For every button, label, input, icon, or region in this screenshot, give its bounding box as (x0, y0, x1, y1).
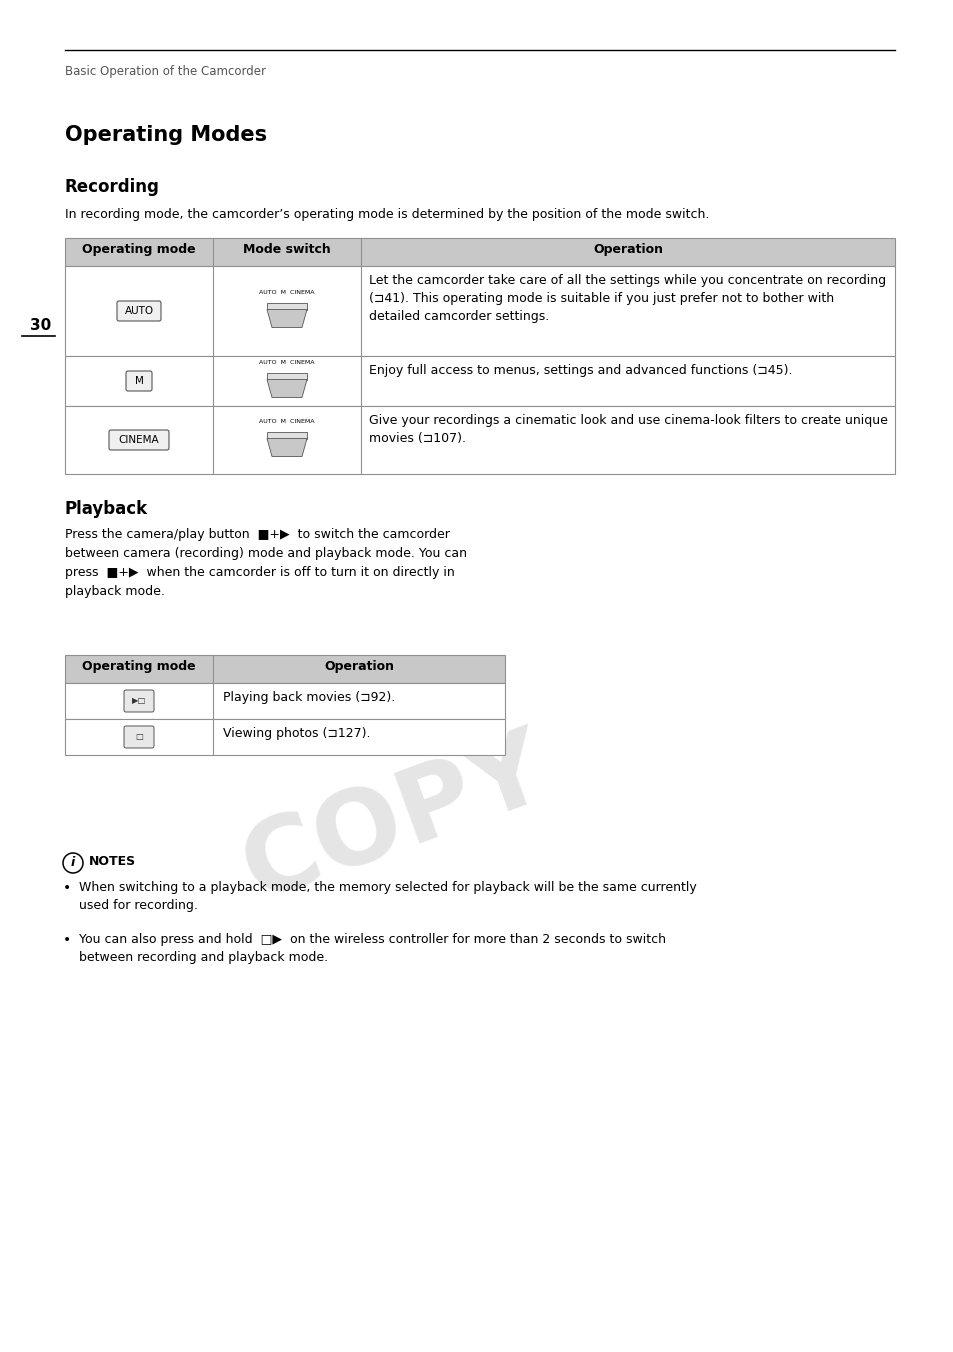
FancyBboxPatch shape (124, 690, 153, 713)
Text: NOTES: NOTES (89, 854, 136, 868)
Text: You can also press and hold  □▶  on the wireless controller for more than 2 seco: You can also press and hold □▶ on the wi… (79, 933, 665, 964)
Polygon shape (267, 310, 307, 327)
Text: 30: 30 (30, 318, 51, 333)
Bar (267, 303, 307, 310)
Text: AUTO  M  CINEMA: AUTO M CINEMA (259, 360, 314, 365)
Text: •: • (63, 882, 71, 895)
Text: M: M (134, 376, 143, 387)
Text: Operating mode: Operating mode (82, 660, 195, 673)
Text: Enjoy full access to menus, settings and advanced functions (⊐45).: Enjoy full access to menus, settings and… (369, 364, 792, 377)
Text: Mode switch: Mode switch (243, 243, 331, 256)
Text: Operation: Operation (324, 660, 394, 673)
Bar (65, 266, 894, 356)
Polygon shape (267, 380, 307, 397)
Text: CINEMA: CINEMA (118, 435, 159, 445)
Text: Operating mode: Operating mode (82, 243, 195, 256)
Text: ▶□: ▶□ (132, 696, 146, 706)
Bar (65, 356, 894, 406)
Text: Playing back movies (⊐92).: Playing back movies (⊐92). (223, 691, 395, 704)
Text: AUTO  M  CINEMA: AUTO M CINEMA (259, 419, 314, 425)
Bar (65, 238, 894, 266)
Text: Basic Operation of the Camcorder: Basic Operation of the Camcorder (65, 65, 266, 78)
Text: When switching to a playback mode, the memory selected for playback will be the : When switching to a playback mode, the m… (79, 882, 696, 913)
FancyBboxPatch shape (109, 430, 169, 450)
Circle shape (63, 853, 83, 873)
Text: COPY: COPY (229, 718, 560, 922)
FancyBboxPatch shape (117, 301, 161, 320)
Bar (65, 683, 504, 719)
Text: Playback: Playback (65, 500, 148, 518)
FancyBboxPatch shape (126, 370, 152, 391)
Text: □: □ (135, 733, 143, 741)
Text: Give your recordings a cinematic look and use cinema-look filters to create uniq: Give your recordings a cinematic look an… (369, 414, 887, 445)
FancyBboxPatch shape (124, 726, 153, 748)
Text: •: • (63, 933, 71, 946)
Text: Operating Modes: Operating Modes (65, 124, 267, 145)
Bar (267, 373, 307, 380)
Text: AUTO: AUTO (124, 306, 153, 316)
Bar (65, 654, 504, 683)
Text: Operation: Operation (593, 243, 662, 256)
Bar (267, 431, 307, 438)
Bar (65, 406, 894, 475)
Polygon shape (267, 438, 307, 457)
Text: Recording: Recording (65, 178, 160, 196)
Text: AUTO  M  CINEMA: AUTO M CINEMA (259, 289, 314, 295)
Text: Press the camera/play button  ■+▶  to switch the camcorder
between camera (recor: Press the camera/play button ■+▶ to swit… (65, 529, 467, 598)
Text: i: i (71, 857, 75, 869)
Text: In recording mode, the camcorder’s operating mode is determined by the position : In recording mode, the camcorder’s opera… (65, 208, 709, 220)
Text: Let the camcorder take care of all the settings while you concentrate on recordi: Let the camcorder take care of all the s… (369, 274, 885, 323)
Text: Viewing photos (⊐127).: Viewing photos (⊐127). (223, 727, 370, 740)
Bar (65, 719, 504, 754)
